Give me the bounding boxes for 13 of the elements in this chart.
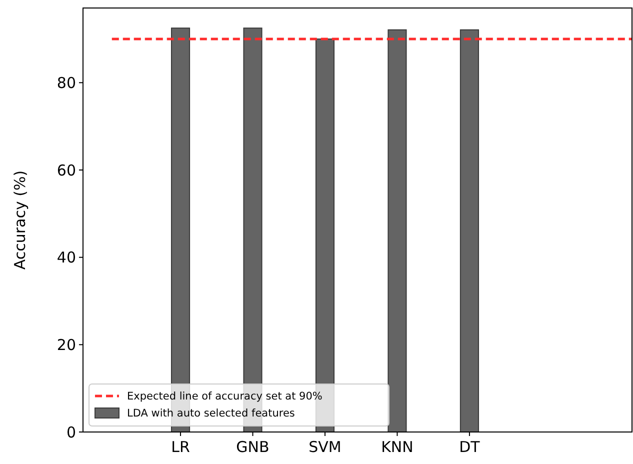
x-tick-label: SVM [308, 438, 342, 456]
y-tick-label: 40 [56, 248, 76, 267]
legend-label: LDA with auto selected features [127, 408, 295, 420]
y-tick-label: 0 [66, 423, 76, 442]
legend-label: Expected line of accuracy set at 90% [127, 390, 322, 403]
y-axis-title: Accuracy (%) [11, 170, 29, 270]
y-tick-label: 20 [56, 336, 76, 354]
y-tick-label: 60 [56, 161, 76, 180]
x-tick-label: GNB [236, 438, 270, 456]
x-tick-label: KNN [381, 438, 414, 456]
x-tick-label: DT [459, 438, 481, 456]
x-tick-label: LR [171, 438, 190, 456]
y-tick-label: 80 [56, 74, 76, 92]
